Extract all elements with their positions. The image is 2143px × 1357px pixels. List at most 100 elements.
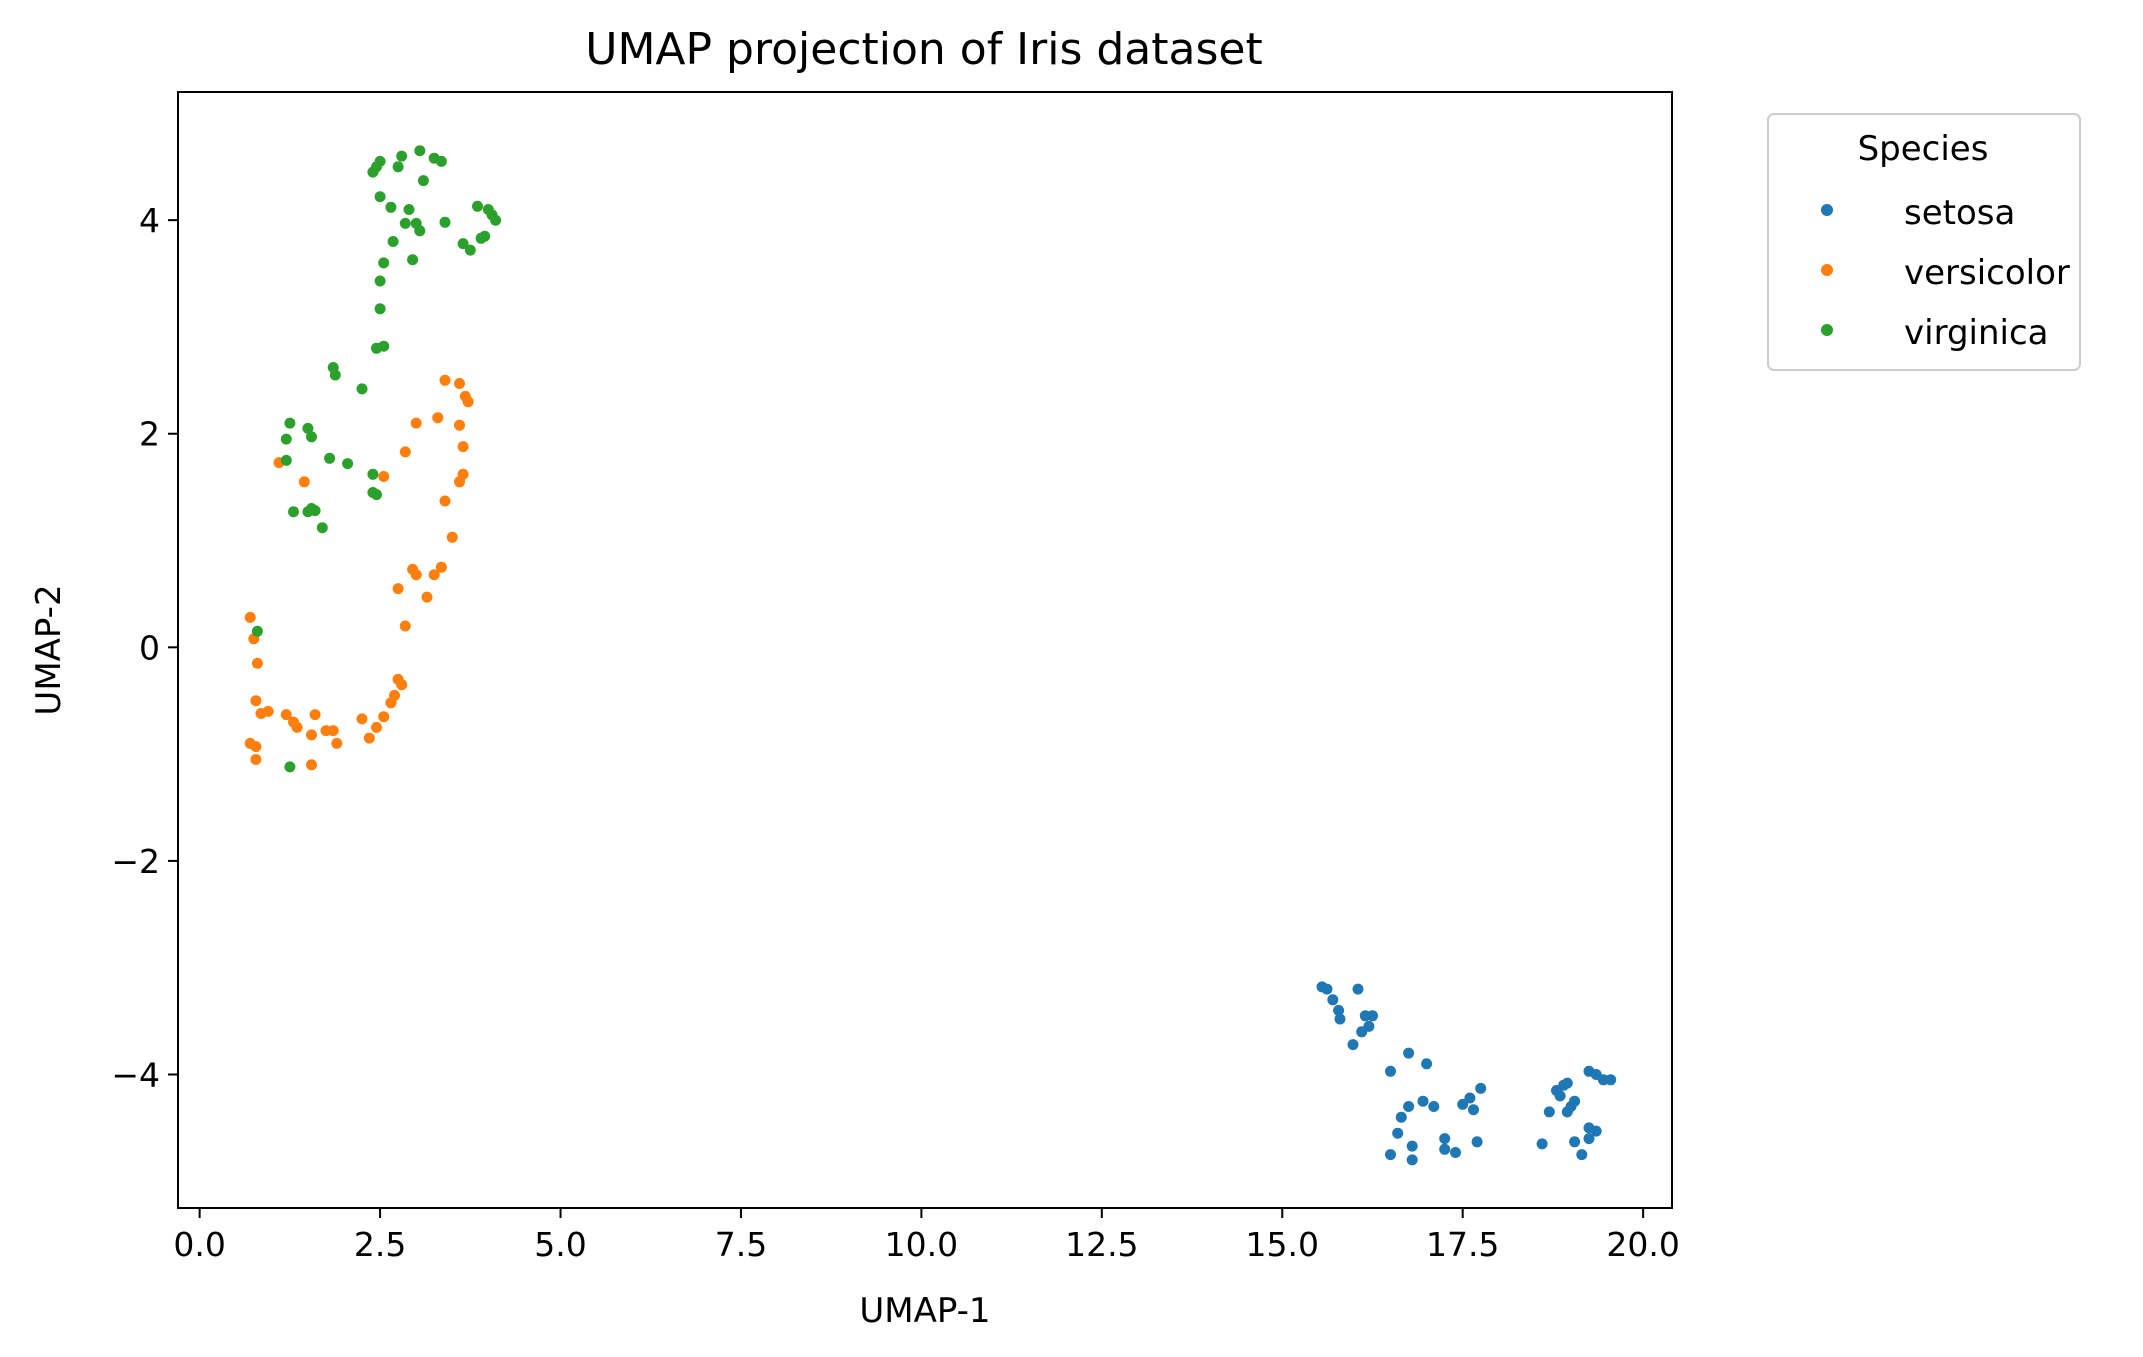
data-point-virginica (439, 216, 451, 228)
data-point-versicolor (250, 695, 262, 707)
y-tick-label: 2 (139, 415, 160, 454)
data-point-versicolor (457, 468, 469, 480)
data-point-virginica (284, 417, 296, 429)
legend-label-setosa: setosa (1904, 193, 2015, 233)
data-point-versicolor (262, 705, 274, 717)
data-point-virginica (403, 204, 415, 215)
data-point-setosa (1475, 1082, 1487, 1094)
y-tick-label: −2 (111, 842, 160, 881)
data-point-virginica (407, 254, 419, 266)
data-point-virginica (472, 200, 483, 212)
data-point-setosa (1347, 1039, 1359, 1051)
data-point-virginica (378, 257, 390, 269)
x-tick-label: 15.0 (1246, 1225, 1319, 1264)
data-point-setosa (1403, 1101, 1415, 1112)
data-point-setosa (1334, 1013, 1346, 1025)
data-point-virginica (378, 340, 390, 352)
data-point-setosa (1583, 1133, 1595, 1145)
data-point-versicolor (327, 725, 339, 737)
data-point-versicolor (454, 378, 465, 389)
data-point-setosa (1327, 994, 1339, 1006)
legend-box (1767, 113, 2081, 371)
chart-title: UMAP projection of Iris dataset (585, 24, 1262, 75)
data-point-setosa (1554, 1090, 1566, 1102)
data-point-setosa (1421, 1058, 1433, 1070)
x-tick-label: 17.5 (1426, 1225, 1499, 1264)
data-point-versicolor (309, 709, 321, 721)
data-point-virginica (410, 217, 422, 229)
data-point-virginica (399, 217, 411, 229)
data-point-setosa (1576, 1149, 1588, 1161)
data-point-versicolor (392, 583, 404, 595)
x-tick-label: 2.5 (354, 1225, 406, 1264)
data-point-versicolor (250, 741, 262, 753)
data-point-versicolor (439, 374, 451, 386)
x-tick-label: 5.0 (534, 1225, 586, 1264)
data-point-virginica (385, 201, 397, 213)
data-point-virginica (371, 489, 382, 501)
data-point-versicolor (439, 495, 451, 507)
data-point-virginica (435, 155, 447, 167)
data-point-setosa (1468, 1104, 1479, 1116)
data-point-versicolor (410, 417, 422, 429)
data-point-versicolor (462, 396, 474, 408)
data-point-versicolor (298, 476, 310, 488)
data-point-setosa (1569, 1095, 1581, 1107)
data-point-virginica (342, 458, 354, 470)
data-point-setosa (1590, 1125, 1602, 1137)
data-point-versicolor (396, 679, 408, 691)
data-point-setosa (1395, 1111, 1407, 1123)
data-point-setosa (1561, 1106, 1573, 1118)
data-point-versicolor (399, 446, 411, 458)
data-point-setosa (1543, 1106, 1555, 1118)
data-point-virginica (280, 433, 292, 445)
data-point-versicolor (331, 737, 343, 749)
data-point-versicolor (251, 657, 263, 669)
y-tick-label: 4 (139, 201, 160, 240)
data-point-versicolor (371, 721, 382, 733)
data-point-versicolor (280, 709, 292, 721)
x-tick-label: 10.0 (885, 1225, 958, 1264)
legend: Species setosa versicolor virginica (1767, 113, 2081, 371)
legend-title: Species (1858, 129, 1989, 169)
data-point-setosa (1464, 1092, 1476, 1104)
y-tick-label: −4 (111, 1056, 160, 1095)
data-point-virginica (288, 506, 299, 518)
data-point-versicolor (356, 713, 368, 725)
data-point-versicolor (421, 591, 433, 603)
data-point-setosa (1536, 1138, 1548, 1150)
x-axis-ticks: 0.0 2.5 5.0 7.5 10.0 12.5 15.0 17.5 20.0 (173, 1208, 1680, 1264)
legend-label-versicolor: versicolor (1904, 253, 2070, 293)
data-point-setosa (1392, 1127, 1404, 1139)
data-point-virginica (367, 468, 379, 480)
data-point-setosa (1417, 1095, 1429, 1107)
data-point-setosa (1385, 1149, 1396, 1161)
data-point-virginica (316, 522, 328, 534)
data-point-setosa (1406, 1154, 1418, 1166)
data-point-setosa (1385, 1065, 1396, 1077)
data-point-versicolor (306, 759, 317, 771)
data-point-virginica (374, 303, 386, 315)
data-point-virginica (392, 161, 404, 173)
plot-area (177, 91, 1673, 1209)
x-tick-label: 0.0 (173, 1225, 225, 1264)
legend-marker-virginica (1821, 324, 1833, 336)
data-point-virginica (374, 275, 386, 287)
data-point-virginica (387, 236, 399, 247)
data-point-virginica (280, 454, 292, 466)
data-point-setosa (1356, 1026, 1368, 1038)
data-point-setosa (1471, 1136, 1483, 1148)
data-point-versicolor (457, 441, 469, 453)
data-point-versicolor (454, 419, 465, 431)
data-point-setosa (1569, 1136, 1581, 1148)
data-point-setosa (1333, 1004, 1345, 1016)
y-tick-label: 0 (139, 628, 160, 667)
legend-marker-setosa (1821, 204, 1833, 216)
data-point-virginica (464, 244, 476, 256)
data-point-versicolor (378, 471, 390, 482)
data-point-virginica (309, 505, 321, 517)
data-point-versicolor (306, 729, 317, 741)
data-point-versicolor (389, 689, 400, 701)
data-point-setosa (1439, 1143, 1451, 1155)
data-point-virginica (306, 431, 317, 443)
